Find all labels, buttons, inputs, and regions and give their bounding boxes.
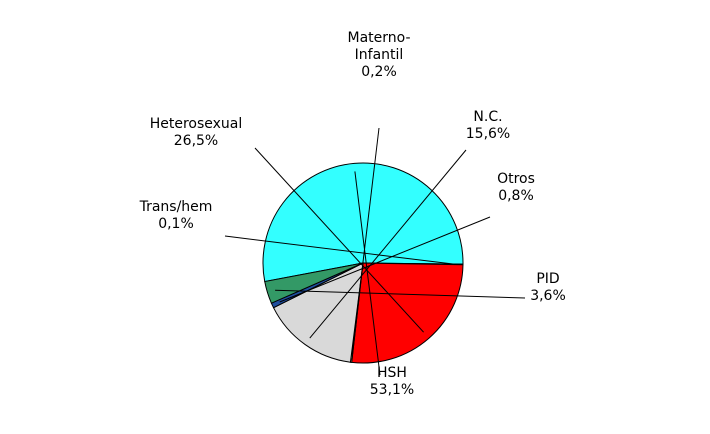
leader-line-n-c- [309,149,467,339]
slice-name-label-materno-infantil: Infantil [355,47,404,63]
slice-value-label-n-c-: 15,6% [466,126,510,142]
leader-line-heterosexual [254,147,424,333]
pie-slice-heterosexual [351,262,464,364]
slice-value-label-hsh: 53,1% [370,382,414,398]
pie-slice-n-c- [272,262,364,363]
slice-name-label-pid: PID [536,271,559,287]
leader-lines [224,127,526,376]
slice-name-label-heterosexual: Heterosexual [150,116,243,132]
leader-line-materno-infantil [351,127,380,355]
pie-slice-hsh [262,162,464,283]
pie-slice-pid [264,262,364,304]
slice-value-label-heterosexual: 26,5% [174,133,218,149]
slice-value-label-otros: 0,8% [498,188,534,204]
leader-line-trans-hem [224,235,456,265]
slice-name-label-materno-infantil: Materno- [347,30,410,46]
leader-line-pid [275,289,526,299]
slice-name-label-n-c-: N.C. [473,109,502,125]
slice-value-label-trans-hem: 0,1% [158,216,194,232]
slice-name-label-hsh: HSH [377,365,407,381]
leader-line-hsh [354,171,381,376]
slice-value-label-pid: 3,6% [530,288,566,304]
pie-slices [262,162,464,364]
leader-line-otros [279,216,491,303]
slice-name-label-trans-hem: Trans/hem [139,199,213,215]
slice-value-label-materno-infantil: 0,2% [361,64,397,80]
slice-name-label-otros: Otros [497,171,535,187]
